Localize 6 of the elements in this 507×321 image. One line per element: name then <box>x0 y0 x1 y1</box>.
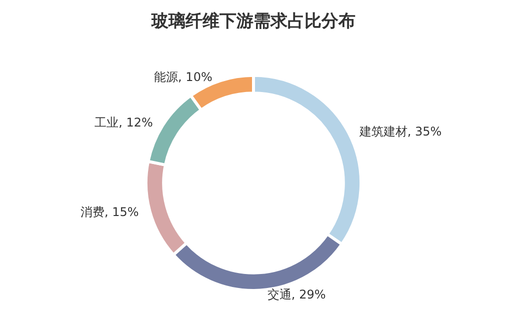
slice-label: 工业, 12% <box>94 115 153 130</box>
slice-label: 交通, 29% <box>267 287 326 302</box>
chart-title: 玻璃纤维下游需求占比分布 <box>150 12 356 32</box>
slice-label: 建筑建材, 35% <box>358 124 442 138</box>
slice-label: 消费, 15% <box>80 205 139 220</box>
slice-label: 能源, 10% <box>154 70 212 84</box>
